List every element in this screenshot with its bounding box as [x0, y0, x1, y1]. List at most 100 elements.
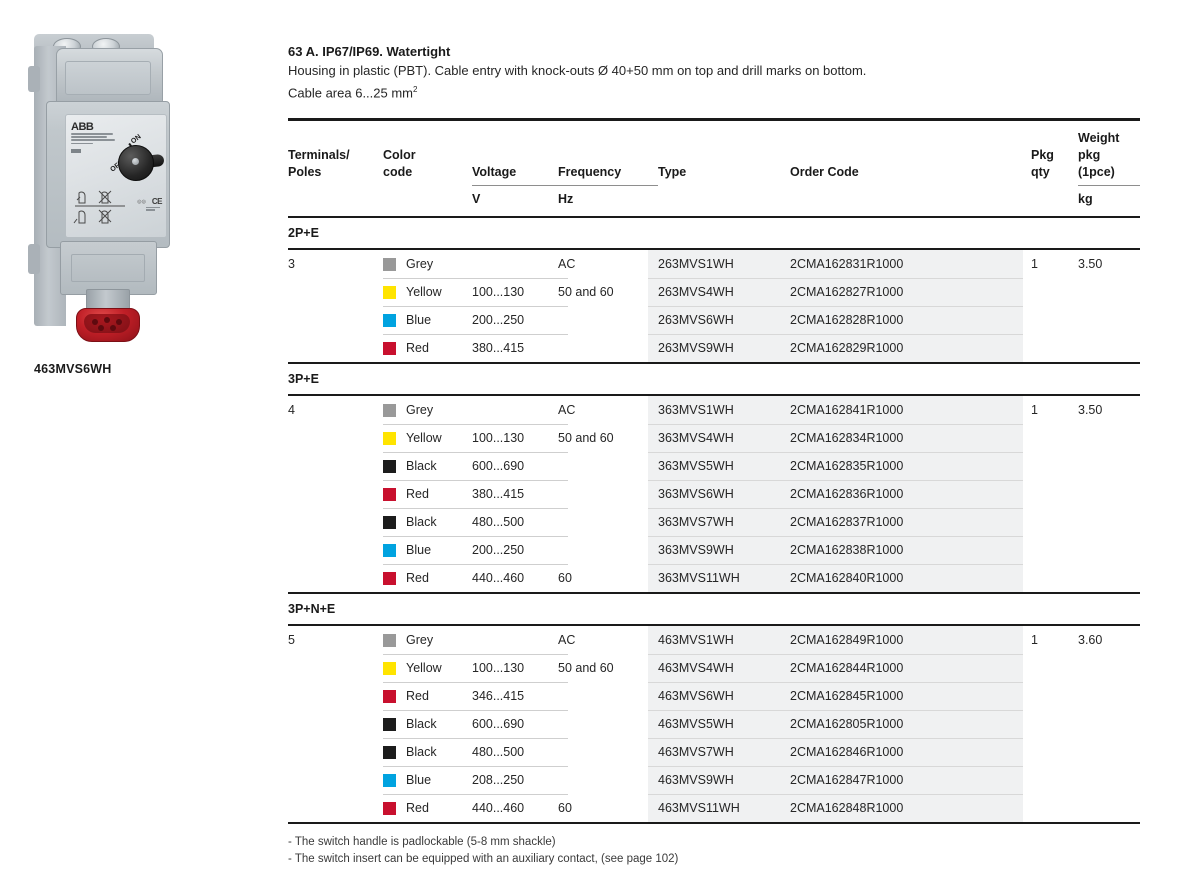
- color-swatch-icon: [383, 774, 396, 787]
- table-row: Black 480...500 363MVS7WH 2CMA162837R1000: [288, 508, 1140, 536]
- table-row: Black 600...690 363MVS5WH 2CMA162835R1000: [288, 452, 1140, 480]
- cell-terminals-poles: 3: [288, 257, 295, 271]
- cell-color-name: Red: [406, 487, 429, 501]
- cell-type: 263MVS6WH: [658, 313, 734, 327]
- header-order-code: Order Code: [790, 165, 859, 179]
- cell-order-code: 2CMA162846R1000: [790, 745, 904, 759]
- cell-color-name: Yellow: [406, 431, 442, 445]
- row-separator-left: [383, 424, 568, 425]
- ce-mark-icon: CE: [151, 197, 163, 206]
- row-separator-left: [383, 452, 568, 453]
- cell-type: 363MVS6WH: [658, 487, 734, 501]
- row-separator-left: [383, 794, 568, 795]
- header-voltage: Voltage: [472, 165, 517, 179]
- group-bottom-rule: [288, 362, 1140, 364]
- color-swatch-icon: [383, 286, 396, 299]
- footnote-item: - The switch handle is padlockable (5-8 …: [288, 836, 556, 848]
- cell-order-code: 2CMA162836R1000: [790, 487, 904, 501]
- group-bottom-rule: [288, 822, 1140, 824]
- cell-color-name: Red: [406, 341, 429, 355]
- table-row: Red 346...415 463MVS6WH 2CMA162845R1000: [288, 682, 1140, 710]
- header-terminals-poles-line2: Poles: [288, 165, 322, 179]
- color-swatch-icon: [383, 488, 396, 501]
- color-swatch-icon: [383, 258, 396, 271]
- row-separator-left: [383, 278, 568, 279]
- rating-label-lines: [71, 133, 119, 146]
- table-header-row: Terminals/ Poles Color code Voltage V Fr…: [288, 121, 1140, 216]
- socket-pin: [116, 319, 122, 325]
- enclosure-top-inset: [65, 61, 151, 95]
- cell-type: 263MVS4WH: [658, 285, 734, 299]
- color-swatch-icon: [383, 544, 396, 557]
- header-frequency-underline: [558, 185, 658, 186]
- cell-type: 463MVS6WH: [658, 689, 734, 703]
- cell-color-name: Blue: [406, 773, 432, 787]
- product-panel: ABB ON OFF: [0, 0, 266, 420]
- cell-order-code: 2CMA162835R1000: [790, 459, 904, 473]
- row-separator-left: [383, 766, 568, 767]
- cell-type: 363MVS7WH: [658, 515, 734, 529]
- enclosure-faceplate: ABB ON OFF: [65, 114, 167, 238]
- cell-frequency: 60: [558, 571, 572, 585]
- cell-voltage: 440...460: [472, 571, 525, 585]
- table-group-header: 3P+N+E: [288, 594, 1140, 624]
- cell-frequency: 50 and 60: [558, 431, 614, 445]
- table-top-rule: [288, 118, 1140, 121]
- row-separator-right: [648, 334, 1023, 335]
- cell-color-name: Yellow: [406, 285, 442, 299]
- switch-on-label: ON: [129, 133, 143, 146]
- header-weight-unit: kg: [1078, 192, 1093, 206]
- mounting-lug-top: [28, 66, 40, 92]
- color-swatch-icon: [383, 342, 396, 355]
- cell-voltage: 380...415: [472, 341, 525, 355]
- cell-voltage: 100...130: [472, 285, 525, 299]
- table-row: Black 600...690 463MVS5WH 2CMA162805R1000: [288, 710, 1140, 738]
- group-top-rule: [288, 248, 1140, 250]
- header-voltage-unit: V: [472, 192, 481, 206]
- cell-type: 463MVS4WH: [658, 661, 734, 675]
- row-separator-right: [648, 766, 1023, 767]
- cell-order-code: 2CMA162805R1000: [790, 717, 904, 731]
- row-separator-right: [648, 452, 1023, 453]
- cell-frequency: AC: [558, 257, 576, 271]
- header-frequency-unit: Hz: [558, 192, 574, 206]
- row-separator-left: [383, 564, 568, 565]
- header-voltage-underline: [472, 185, 558, 186]
- cell-pkg-qty: 1: [1031, 633, 1038, 647]
- cell-color-name: Red: [406, 571, 429, 585]
- socket-pin: [92, 319, 98, 325]
- header-weight-line3: (1pce): [1078, 165, 1115, 179]
- color-swatch-icon: [383, 662, 396, 675]
- cell-voltage: 600...690: [472, 717, 525, 731]
- enclosure-bottom-inset: [71, 254, 145, 282]
- row-separator-right: [648, 424, 1023, 425]
- row-separator-left: [383, 682, 568, 683]
- header-frequency: Frequency: [558, 165, 622, 179]
- switch-screw-icon: [132, 158, 139, 165]
- cell-type: 263MVS9WH: [658, 341, 734, 355]
- cell-voltage: 208...250: [472, 773, 525, 787]
- row-separator-left: [383, 306, 568, 307]
- row-separator-left: [383, 480, 568, 481]
- column-shading: [648, 396, 1023, 592]
- cell-voltage: 100...130: [472, 431, 525, 445]
- row-separator-right: [648, 278, 1023, 279]
- table-row: Yellow 100...130 50 and 60 263MVS4WH 2CMA162…: [288, 278, 1140, 306]
- cell-pkg-qty: 1: [1031, 257, 1038, 271]
- cell-terminals-poles: 4: [288, 403, 295, 417]
- color-swatch-icon: [383, 516, 396, 529]
- socket-pin: [110, 325, 116, 331]
- cell-type: 363MVS11WH: [658, 571, 740, 585]
- table-row: Yellow 100...130 50 and 60 463MVS4WH 2CMA162…: [288, 654, 1140, 682]
- color-swatch-icon: [383, 314, 396, 327]
- row-separator-right: [648, 682, 1023, 683]
- row-separator-right: [648, 480, 1023, 481]
- rotary-switch[interactable]: ON OFF: [109, 133, 165, 189]
- instruction-pictogram-icon: [72, 189, 128, 229]
- row-separator-left: [383, 738, 568, 739]
- cell-order-code: 2CMA162828R1000: [790, 313, 904, 327]
- cell-frequency: AC: [558, 633, 576, 647]
- header-terminals-poles-line1: Terminals/: [288, 148, 350, 162]
- table-row: Blue 208...250 463MVS9WH 2CMA162847R1000: [288, 766, 1140, 794]
- cell-order-code: 2CMA162841R1000: [790, 403, 904, 417]
